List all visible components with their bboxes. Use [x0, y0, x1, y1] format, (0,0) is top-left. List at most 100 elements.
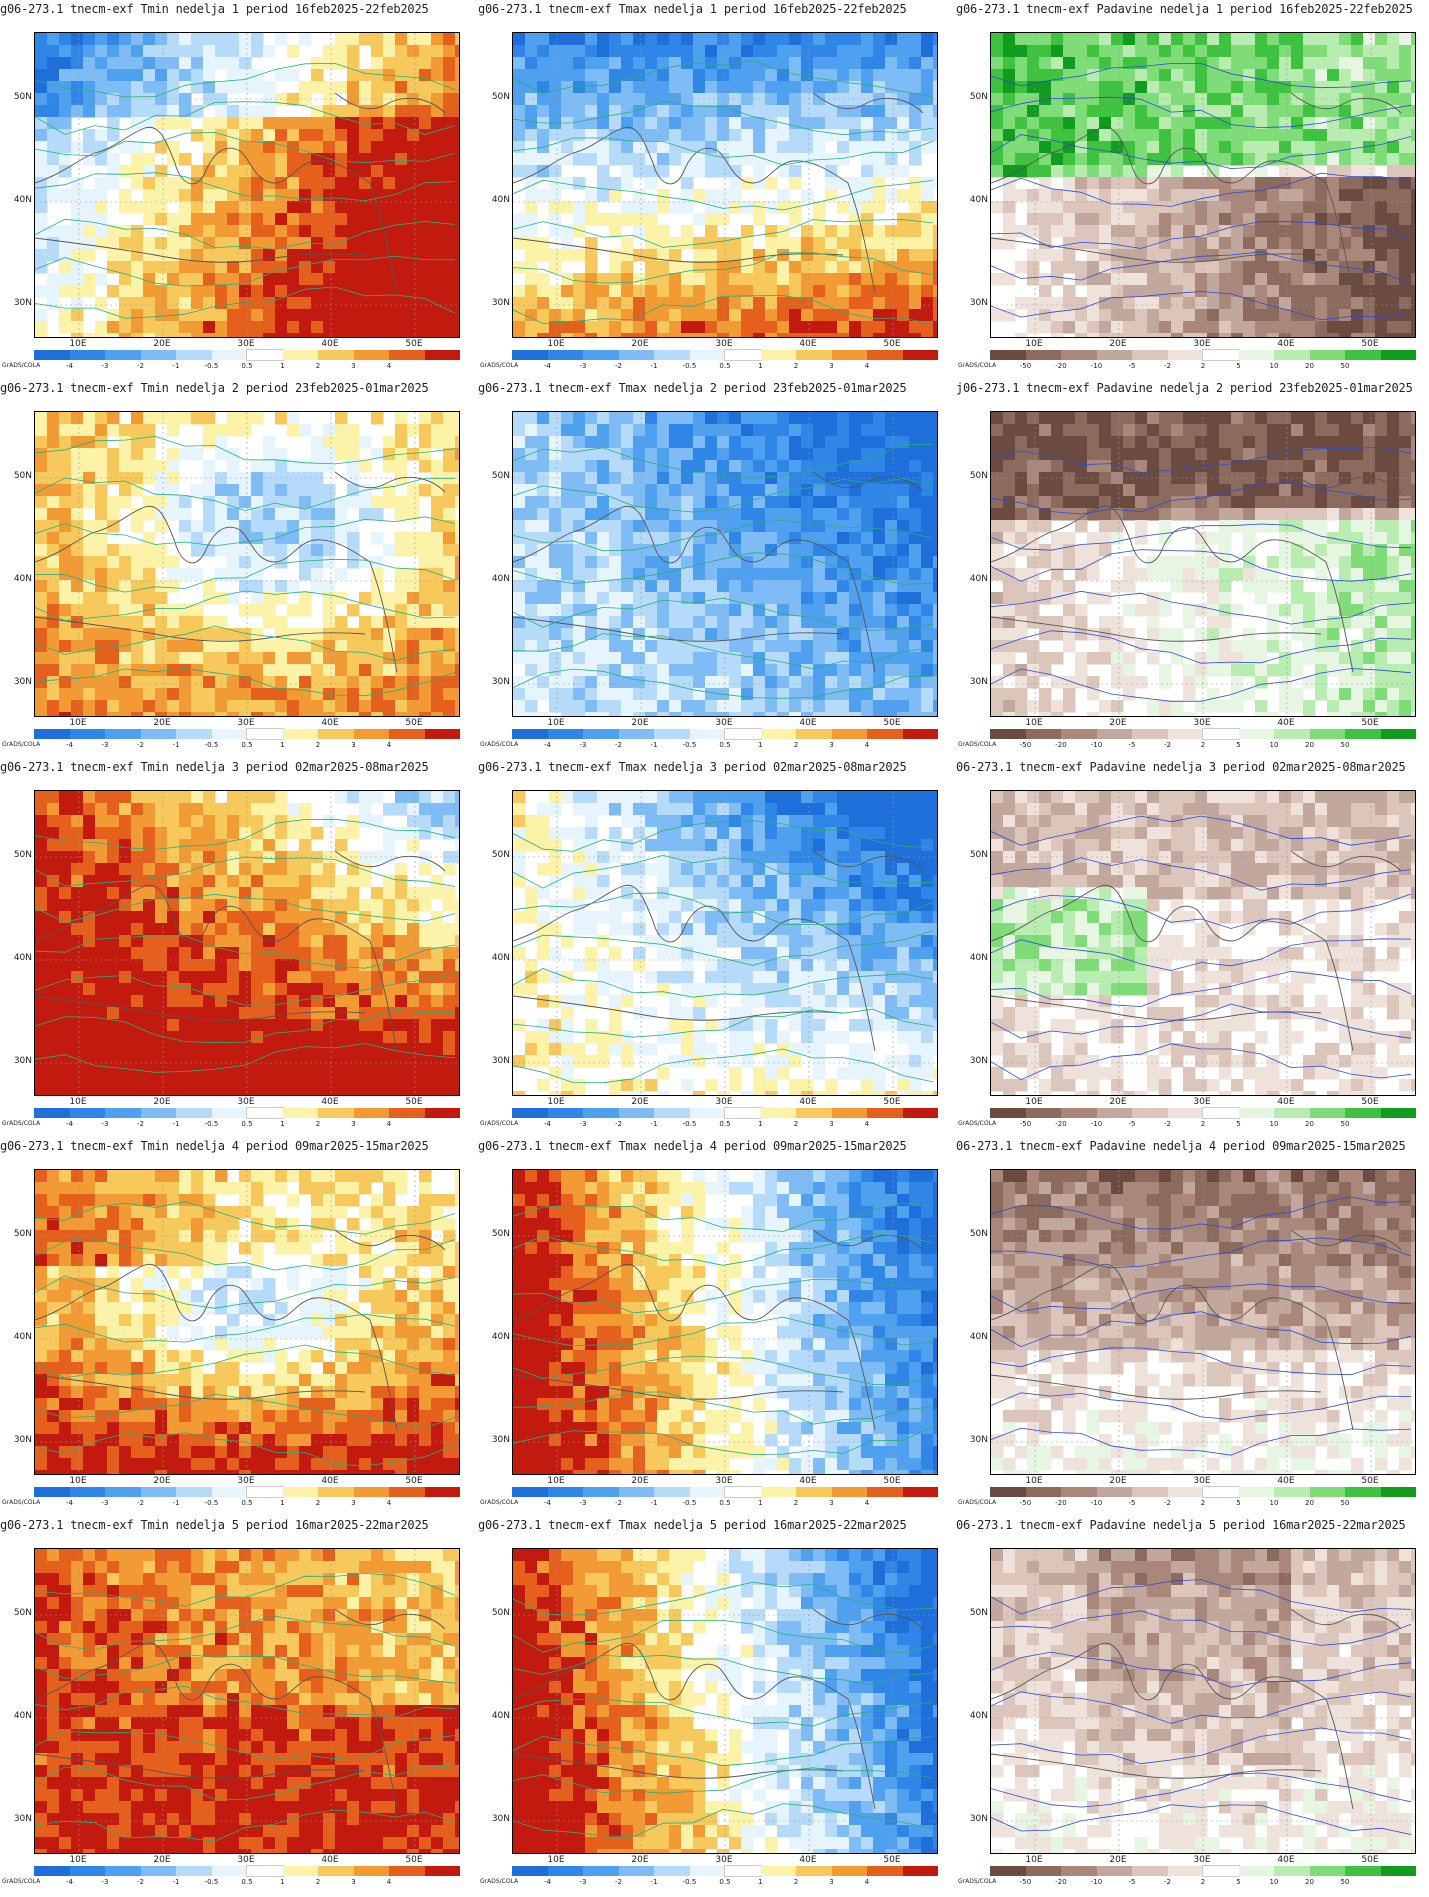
color-swatch	[1345, 1487, 1381, 1497]
map-plot	[34, 411, 460, 717]
map-plot	[512, 411, 938, 717]
color-swatch	[70, 350, 106, 360]
color-swatch	[1274, 1866, 1310, 1876]
scale-label: 20	[1295, 741, 1325, 749]
scale-label: -2	[1153, 1878, 1183, 1886]
color-swatch	[1239, 1866, 1275, 1876]
longitude-label: 20E	[625, 1097, 655, 1107]
latitude-label: 50N	[2, 471, 32, 481]
color-swatch	[583, 350, 619, 360]
color-swatch	[1097, 1866, 1133, 1876]
longitude-label: 30E	[709, 1855, 739, 1865]
longitude-label: 20E	[625, 718, 655, 728]
color-swatch	[141, 350, 177, 360]
scale-label: -50	[1011, 362, 1041, 370]
color-swatch	[176, 729, 212, 739]
color-swatch	[354, 350, 390, 360]
map-panel: j06-273.1 tnecm-exf Padavine nedelja 2 p…	[956, 381, 1426, 760]
color-swatch	[832, 350, 868, 360]
grads-credit: GrADS/COLA	[958, 1499, 996, 1506]
color-swatch	[1239, 1487, 1275, 1497]
color-swatch	[212, 1866, 248, 1876]
scale-label: -10	[1082, 362, 1112, 370]
longitude-label: 10E	[1019, 339, 1049, 349]
scale-label: -1	[161, 1120, 191, 1128]
map-panel: g06-273.1 tnecm-exf Tmin nedelja 5 perio…	[0, 1518, 470, 1897]
color-swatch	[654, 729, 690, 739]
color-swatch	[1381, 729, 1417, 739]
scale-label: -1	[161, 741, 191, 749]
color-swatch	[247, 350, 283, 360]
color-swatch	[1026, 1487, 1062, 1497]
scale-label: -2	[126, 1120, 156, 1128]
latitude-label: 50N	[958, 1608, 988, 1618]
panel-title: j06-273.1 tnecm-exf Padavine nedelja 2 p…	[956, 381, 1426, 395]
color-swatch	[583, 1487, 619, 1497]
color-swatch	[1203, 350, 1239, 360]
color-swatch	[690, 729, 726, 739]
map-panel: g06-273.1 tnecm-exf Tmax nedelja 4 perio…	[478, 1139, 948, 1518]
map-plot	[990, 1548, 1416, 1854]
color-swatch	[318, 350, 354, 360]
color-swatch	[1345, 729, 1381, 739]
map-field	[991, 1549, 1416, 1854]
color-swatch	[1132, 1108, 1168, 1118]
longitude-label: 50E	[877, 718, 907, 728]
latitude-label: 40N	[2, 574, 32, 584]
longitude-label: 50E	[877, 1097, 907, 1107]
panel-title: 06-273.1 tnecm-exf Padavine nedelja 4 pe…	[956, 1139, 1426, 1153]
color-swatch	[1345, 1108, 1381, 1118]
scale-label: -2	[604, 741, 634, 749]
longitude-label: 10E	[541, 1097, 571, 1107]
color-swatch	[1097, 729, 1133, 739]
scale-label: 2	[1188, 1120, 1218, 1128]
longitude-label: 30E	[709, 1097, 739, 1107]
longitude-label: 20E	[147, 339, 177, 349]
latitude-label: 40N	[958, 1711, 988, 1721]
color-swatch	[105, 350, 141, 360]
scale-label: -0.5	[197, 741, 227, 749]
color-swatch	[247, 1108, 283, 1118]
latitude-label: 30N	[958, 1814, 988, 1824]
color-swatch	[354, 1866, 390, 1876]
map-plot	[34, 790, 460, 1096]
longitude-label: 50E	[1355, 1097, 1385, 1107]
grads-credit: GrADS/COLA	[2, 741, 40, 748]
color-swatch	[1061, 1866, 1097, 1876]
color-swatch	[990, 729, 1026, 739]
color-swatch	[283, 350, 319, 360]
latitude-label: 30N	[480, 298, 510, 308]
scale-label: -0.5	[675, 1120, 705, 1128]
latitude-label: 30N	[2, 1056, 32, 1066]
scale-label: -20	[1046, 362, 1076, 370]
color-swatch	[832, 1108, 868, 1118]
longitude-label: 10E	[1019, 1097, 1049, 1107]
latitude-label: 40N	[480, 195, 510, 205]
longitude-label: 30E	[1187, 718, 1217, 728]
grads-credit: GrADS/COLA	[480, 1878, 518, 1885]
scale-label: 4	[374, 362, 404, 370]
scale-label: -50	[1011, 1120, 1041, 1128]
longitude-label: 10E	[63, 339, 93, 349]
color-swatch	[548, 350, 584, 360]
color-swatch	[1168, 1487, 1204, 1497]
scale-label: -4	[55, 362, 85, 370]
scale-label: -0.5	[675, 741, 705, 749]
color-swatch	[796, 1866, 832, 1876]
color-swatch	[212, 1108, 248, 1118]
scale-label: 10	[1259, 741, 1289, 749]
latitude-label: 30N	[958, 1435, 988, 1445]
color-swatch	[1203, 729, 1239, 739]
scale-label: -0.5	[197, 1120, 227, 1128]
color-swatch	[619, 1487, 655, 1497]
scale-label: 50	[1330, 1878, 1360, 1886]
color-swatch	[832, 1487, 868, 1497]
map-plot	[34, 1548, 460, 1854]
longitude-label: 10E	[1019, 1855, 1049, 1865]
latitude-label: 40N	[958, 574, 988, 584]
panel-title: g06-273.1 tnecm-exf Tmin nedelja 1 perio…	[0, 2, 470, 16]
color-swatch	[1026, 1108, 1062, 1118]
map-field	[35, 33, 460, 338]
scale-label: 4	[374, 741, 404, 749]
scale-label: 3	[339, 741, 369, 749]
